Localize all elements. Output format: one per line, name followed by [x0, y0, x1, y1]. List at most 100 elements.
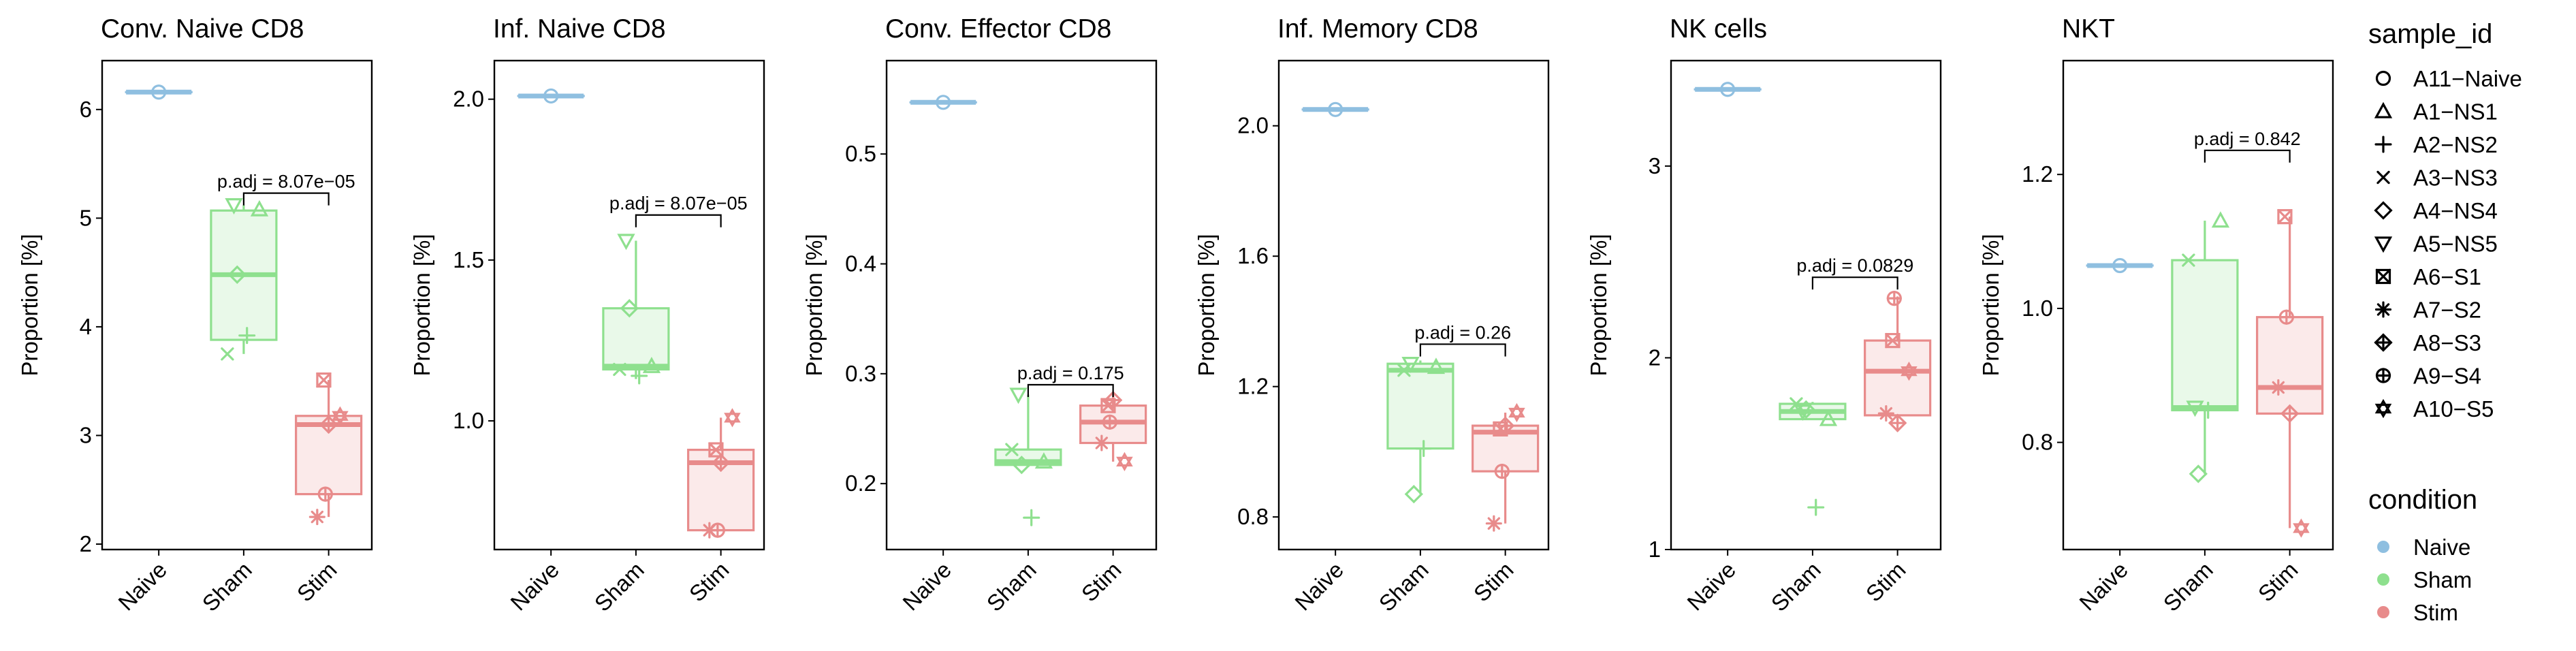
legend-circle-icon-ring	[2377, 72, 2390, 85]
y-axis-label: Proportion [%]	[1194, 234, 1219, 376]
point-a7-s2	[1879, 407, 1893, 421]
y-tick-label: 1.6	[1237, 243, 1269, 268]
x-tick-label: Sham	[197, 557, 257, 616]
panel-border	[887, 61, 1156, 550]
y-tick-label: 0.3	[845, 361, 876, 386]
point-a9-s4	[1495, 465, 1508, 478]
bracket-line	[1813, 277, 1898, 289]
y-tick-label: 2	[80, 531, 92, 556]
y-tick-label: 6	[80, 97, 92, 122]
y-tick-label: 1.2	[1237, 374, 1269, 399]
point-a5-ns5	[619, 235, 633, 248]
legend-triangle-down-icon	[2376, 238, 2391, 251]
panel-border	[1279, 61, 1548, 550]
panel-border	[1671, 61, 1941, 550]
bracket-line	[2205, 150, 2290, 163]
point-a4-ns4-diamond	[1406, 486, 1422, 502]
x-tick-label: Naive	[1682, 557, 1740, 616]
legend-dot-icon	[2377, 606, 2389, 618]
legend-item-label: A4−NS4	[2413, 198, 2498, 223]
x-tick-label: Naive	[897, 557, 956, 616]
point-a10-s5	[1510, 405, 1523, 420]
bracket-label: p.adj = 0.0829	[1796, 255, 1913, 276]
bracket-line	[636, 215, 721, 227]
x-tick-label: Naive	[113, 557, 172, 616]
facet-title: NKT	[2062, 14, 2115, 44]
legend-item-a9-s4: A9−S4	[2377, 364, 2482, 389]
legend-item-a5-ns5: A5−NS5	[2376, 232, 2498, 257]
significance-bracket: p.adj = 0.175	[1017, 363, 1124, 397]
facet-title: Conv. Effector CD8	[885, 14, 1111, 44]
box-stim	[296, 380, 362, 517]
point-a8-s3	[1890, 415, 1905, 431]
bracket-label: p.adj = 0.842	[2194, 129, 2301, 149]
legend-item-label: A3−NS3	[2413, 165, 2498, 191]
legend-item-naive: Naive	[2377, 535, 2470, 560]
x-tick-label: Stim	[1861, 557, 1911, 607]
legend-asterisk-icon	[2376, 302, 2391, 317]
legend-circle-icon	[2377, 72, 2390, 85]
y-tick-label: 1.0	[453, 408, 484, 433]
point-a9-s4	[711, 524, 724, 537]
y-tick-label: 3	[1649, 153, 1661, 178]
point-a4-ns4-diamond	[2191, 466, 2206, 481]
x-tick-label: Stim	[1469, 557, 1518, 607]
box-body	[2257, 317, 2323, 414]
bracket-label: p.adj = 0.175	[1017, 363, 1124, 383]
y-tick-label: 0.4	[845, 251, 876, 276]
point-a2-ns2	[1024, 510, 1039, 525]
y-axis-label: Proportion [%]	[409, 234, 434, 376]
bracket-line	[1028, 385, 1113, 397]
legend-diamond-icon-diamond	[2376, 203, 2391, 219]
x-tick-label: Stim	[684, 557, 734, 607]
legend-item-a2-ns2: A2−NS2	[2376, 132, 2498, 157]
y-tick-label: 1	[1649, 537, 1661, 562]
box-sham	[1388, 360, 1453, 494]
y-tick-label: 0.2	[845, 471, 876, 496]
significance-bracket: p.adj = 0.26	[1414, 322, 1511, 356]
y-tick-label: 0.8	[1237, 504, 1269, 529]
legend-item-label: A8−S3	[2413, 330, 2481, 355]
facet-title: Conv. Naive CD8	[101, 14, 304, 44]
point-a10-s5	[1118, 454, 1131, 469]
legend-item-label: A11−Naive	[2413, 66, 2522, 91]
y-tick-label: 0.5	[845, 141, 876, 166]
x-tick-label: Stim	[2253, 557, 2303, 607]
legend-item-label: A1−NS1	[2413, 99, 2498, 125]
y-tick-label: 1.0	[2022, 296, 2053, 321]
legend-item-sham: Sham	[2377, 567, 2472, 592]
point-a7-s2	[1094, 436, 1109, 450]
box-stim	[688, 417, 754, 530]
point-a10-s5	[2295, 521, 2308, 536]
point-a10-s5	[726, 410, 739, 425]
x-tick-label: Stim	[1077, 557, 1126, 607]
y-tick-label: 2.0	[453, 86, 484, 112]
x-tick-label: Sham	[2159, 557, 2218, 616]
point-a5-ns5-tri	[619, 235, 633, 248]
legend-item-a1-ns1: A1−NS1	[2376, 99, 2498, 125]
legend-item-label: Stim	[2413, 600, 2458, 625]
legend-plus-icon	[2376, 137, 2391, 152]
point-a5-ns5-tri	[1011, 389, 1025, 402]
box-body	[1388, 364, 1453, 448]
significance-bracket: p.adj = 0.842	[2194, 129, 2301, 163]
legend-triangle-down-icon-tri	[2376, 238, 2391, 251]
box-stim	[1865, 296, 1930, 423]
legend-item-label: A9−S4	[2413, 364, 2481, 389]
box-sham	[996, 394, 1061, 466]
legend-item-a3-ns3: A3−NS3	[2378, 165, 2498, 191]
legend-triangle-up-icon	[2376, 104, 2391, 117]
point-a9-s4	[319, 488, 332, 501]
legend-dot-icon	[2377, 541, 2389, 553]
legend-circle-plus-icon	[2377, 369, 2390, 382]
point-a2-ns2	[1809, 500, 1824, 515]
box-sham	[211, 205, 276, 354]
y-axis-label: Proportion [%]	[1978, 234, 2003, 376]
box-stim	[2257, 217, 2323, 528]
legend-item-a8-s3: A8−S3	[2376, 330, 2481, 355]
